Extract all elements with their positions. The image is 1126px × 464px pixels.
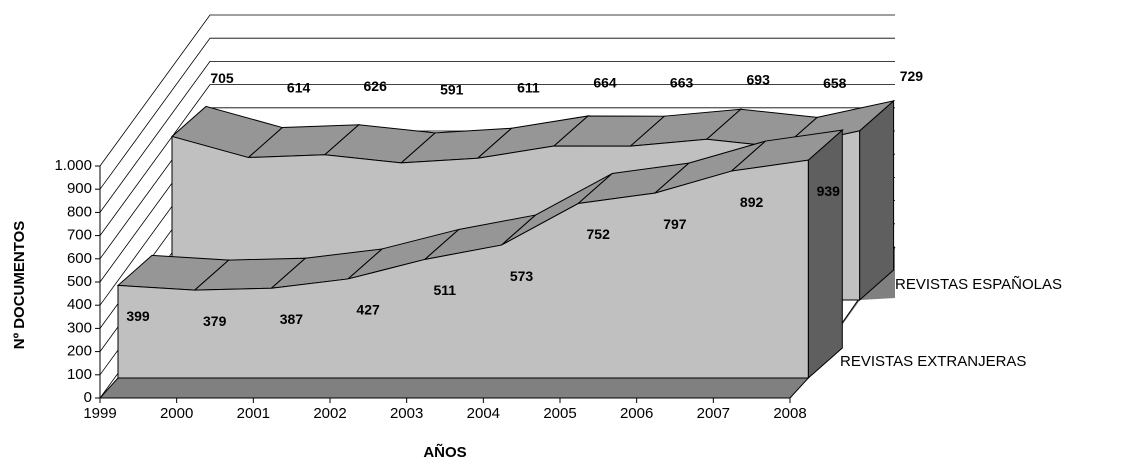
y-tick-label: 0: [84, 389, 92, 406]
y-axis-title: Nº DOCUMENTOS: [11, 221, 28, 350]
y-tick-label: 400: [67, 296, 92, 313]
floor: [98, 377, 810, 399]
y-tick-label: 800: [67, 203, 92, 220]
data-label: 573: [510, 268, 534, 284]
grid-line: [99, 84, 895, 236]
y-tick-label: 700: [67, 227, 92, 244]
x-tick-label: 2003: [390, 405, 423, 422]
data-label: 664: [593, 74, 617, 90]
data-label: 399: [126, 308, 150, 324]
data-label: 752: [587, 226, 611, 242]
data-label: 591: [440, 82, 464, 98]
area: [117, 159, 809, 379]
y-tick-label: 500: [67, 273, 92, 290]
y-tick-label: 600: [67, 250, 92, 267]
y-tick-label: 1.000: [54, 157, 92, 174]
x-tick-label: 2007: [697, 405, 730, 422]
x-tick-label: 2005: [543, 405, 576, 422]
legend-label: REVISTAS EXTRANJERAS: [840, 353, 1026, 370]
data-label: 939: [817, 183, 841, 199]
data-label: 729: [900, 68, 924, 84]
x-tick-label: 2002: [313, 405, 346, 422]
grid-line: [99, 14, 895, 167]
y-tick-label: 100: [67, 366, 92, 383]
data-label: 379: [203, 313, 227, 329]
data-label: 705: [210, 70, 234, 86]
data-label: 663: [670, 74, 694, 90]
data-label: 693: [747, 71, 771, 87]
x-axis-title: AÑOS: [423, 443, 466, 461]
data-label: 427: [356, 302, 380, 318]
x-tick-label: 2004: [467, 405, 500, 422]
data-label: 797: [663, 216, 687, 232]
legend-label: REVISTAS ESPAÑOLAS: [895, 276, 1062, 293]
x-tick-label: 2008: [773, 405, 806, 422]
data-label: 611: [517, 80, 540, 96]
area-side: [859, 99, 895, 302]
data-label: 626: [364, 78, 388, 94]
data-label: 892: [740, 194, 764, 210]
grid-line: [99, 61, 895, 213]
y-tick-label: 300: [67, 319, 92, 336]
grid-line: [99, 37, 895, 190]
y-tick-label: 200: [67, 343, 92, 360]
area-side: [807, 129, 843, 380]
x-tick-label: 2001: [237, 405, 270, 422]
data-label: 658: [823, 75, 847, 91]
x-tick-label: 1999: [83, 405, 116, 422]
x-tick-label: 2006: [620, 405, 653, 422]
data-label: 387: [280, 311, 304, 327]
data-label: 614: [287, 79, 311, 95]
y-tick-label: 900: [67, 180, 92, 197]
data-label: 511: [434, 282, 457, 298]
x-tick-label: 2000: [160, 405, 193, 422]
